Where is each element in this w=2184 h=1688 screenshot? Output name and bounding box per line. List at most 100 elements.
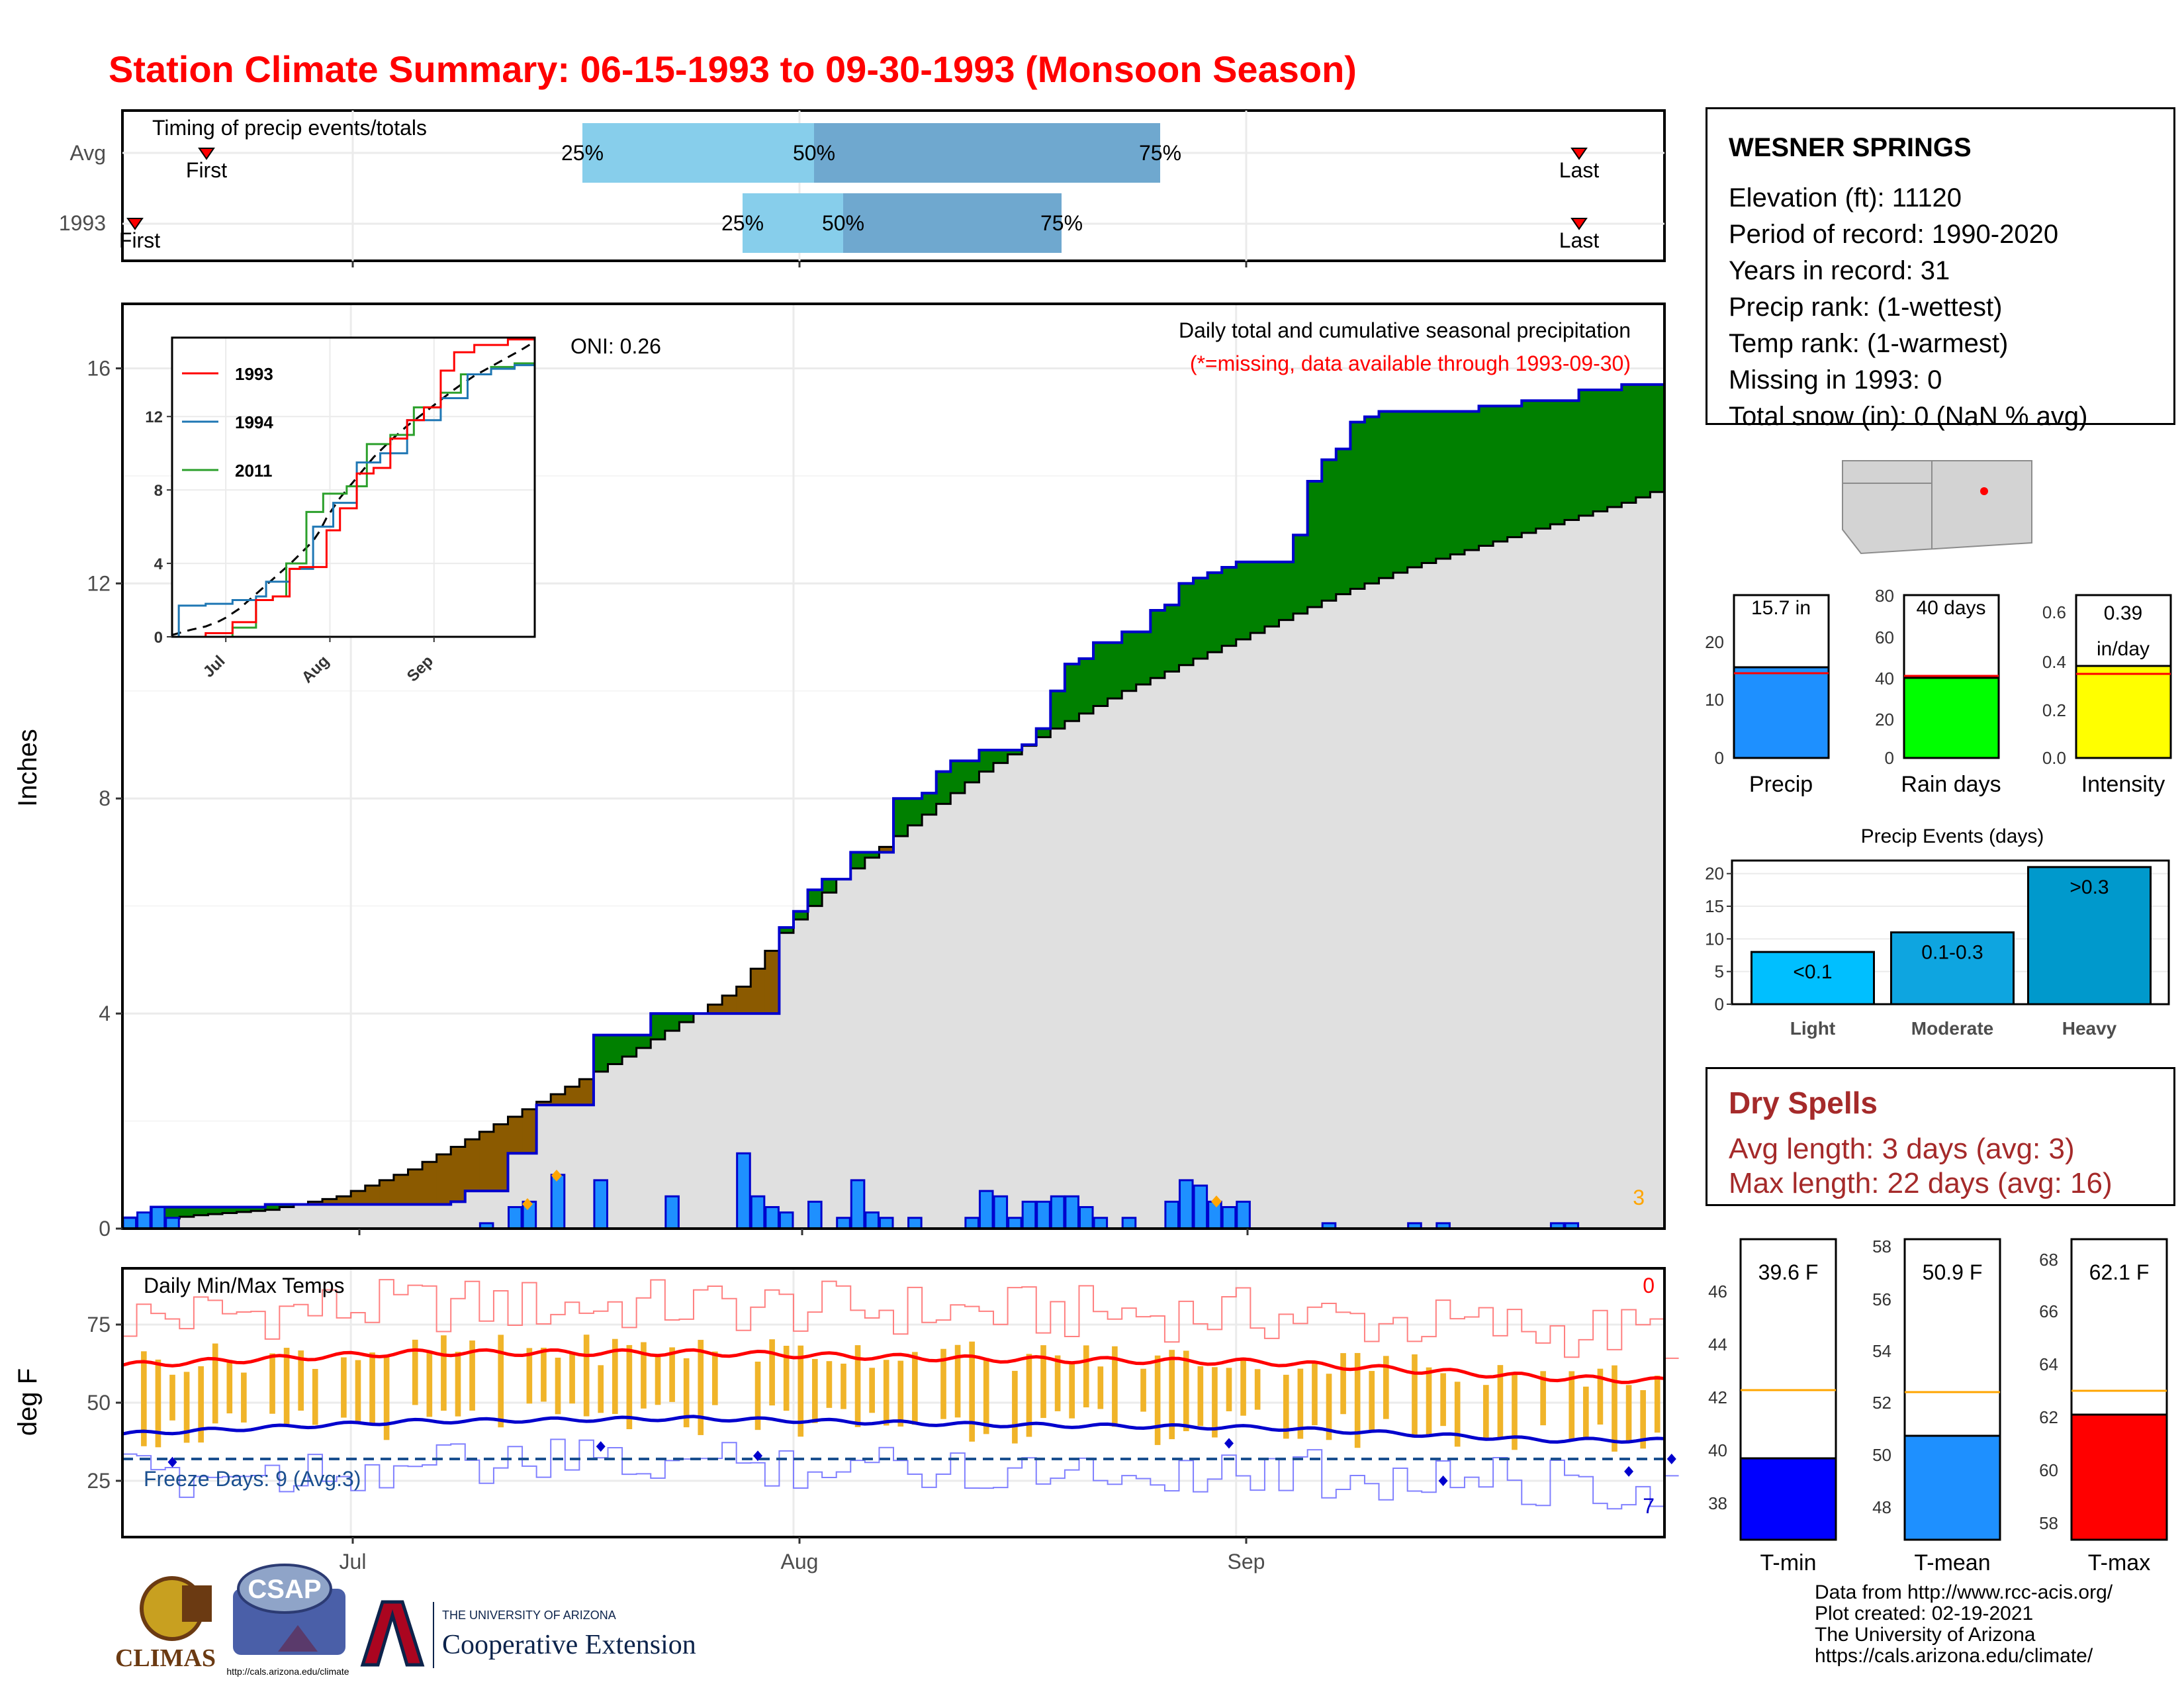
- avg-cumulative-fill: [122, 487, 1664, 1229]
- temp-xtick-label: Jul: [340, 1550, 367, 1573]
- summary-intensity: 0.39 in/day 0.6 0.4 0.2 0.0 Intensity: [2042, 594, 2172, 797]
- dry-spells-max: Max length: 22 days (avg: 16): [1729, 1167, 2113, 1199]
- precip-ylabel: Inches: [13, 729, 42, 807]
- station-snow: Total snow (in): 0 (NaN % avg): [1729, 402, 2088, 431]
- inset-ytick-label: 8: [154, 482, 163, 500]
- departure-segment: [779, 927, 794, 933]
- daily-precip-bar: [993, 1195, 1009, 1230]
- daily-temp-bar: [226, 1360, 233, 1414]
- station-precip-rank: Precip rank: (1-wettest): [1729, 293, 2003, 322]
- credit-line: Data from http://www.rcc-acis.org/: [1815, 1581, 2113, 1603]
- daily-temp-bar: [1169, 1350, 1175, 1440]
- svg-text:54: 54: [1872, 1341, 1891, 1361]
- missing-count: 3: [1633, 1186, 1645, 1209]
- departure-segment: [422, 1162, 437, 1205]
- events-category-label: Moderate: [1911, 1018, 1993, 1039]
- precip-y-axis: 0 4 8 12 16: [87, 356, 122, 1241]
- events-bar: [1751, 951, 1875, 1006]
- daily-temp-bar: [769, 1339, 775, 1406]
- departure-segment: [251, 1207, 266, 1211]
- departure-segment: [736, 986, 751, 1014]
- departure-segment: [1207, 573, 1222, 653]
- daily-temp-bar: [1112, 1346, 1118, 1427]
- svg-text:46: 46: [1708, 1282, 1727, 1301]
- svg-text:66: 66: [2039, 1301, 2058, 1321]
- daily-temp-bar: [969, 1341, 975, 1442]
- precip-value-label: 15.7 in: [1751, 597, 1811, 619]
- daily-temp-bar: [183, 1372, 190, 1443]
- departure-segment: [551, 1094, 566, 1105]
- daily-temp-bar: [1040, 1345, 1046, 1419]
- summary-rain-days: 40 days 80 60 40 20 0 Rain days: [1875, 586, 2001, 797]
- station-years: Years in record: 31: [1729, 256, 1950, 285]
- departure-segment: [1036, 728, 1051, 737]
- daily-temp-bar: [141, 1351, 147, 1446]
- svg-text:0: 0: [1885, 748, 1894, 768]
- svg-text:48: 48: [1872, 1497, 1891, 1517]
- events-ytick-label: 0: [1715, 994, 1724, 1014]
- svg-text:60: 60: [2039, 1460, 2058, 1480]
- station-name: WESNER SPRINGS: [1729, 133, 1972, 162]
- departure-segment: [1007, 750, 1023, 755]
- csap-logo: CSAP http://cals.arizona.edu/climate: [226, 1564, 349, 1677]
- departure-segment: [679, 1013, 694, 1023]
- events-ytick-label: 20: [1705, 864, 1724, 884]
- departure-segment: [236, 1207, 251, 1212]
- daily-temp-bar: [1354, 1352, 1361, 1448]
- y1993-first-label: First: [119, 228, 160, 252]
- daily-precip-bar: [1221, 1206, 1237, 1230]
- events-bar: [2027, 866, 2152, 1006]
- avg-last-label: Last: [1559, 158, 1600, 182]
- freeze-day-marker: [167, 1456, 177, 1468]
- daily-temp-bar: [683, 1358, 690, 1428]
- svg-text:0.0: 0.0: [2042, 748, 2066, 768]
- daily-temp-bar: [1226, 1368, 1232, 1411]
- dry-spells-avg: Avg length: 3 days (avg: 3): [1729, 1133, 2075, 1165]
- departure-segment: [1193, 578, 1208, 659]
- daily-precip-bar: [1093, 1217, 1109, 1230]
- daily-temp-bar: [1140, 1368, 1146, 1412]
- departure-segment: [222, 1207, 238, 1213]
- daily-temp-bar: [1240, 1357, 1246, 1416]
- daily-temp-bar: [1569, 1371, 1575, 1441]
- daily-temp-bar: [954, 1344, 961, 1418]
- departure-segment: [1250, 561, 1265, 633]
- daily-precip-bar: [864, 1211, 880, 1230]
- tmax-value-label: 62.1 F: [2089, 1260, 2150, 1284]
- departure-segment: [636, 1035, 651, 1049]
- departure-segment: [764, 951, 780, 1014]
- tmax-summary: 62.1 F 68 66 64 62 60 58 T-max: [2039, 1238, 2168, 1575]
- daily-temp-bar: [426, 1352, 433, 1417]
- daily-temp-bar: [812, 1358, 818, 1423]
- avg-last-marker: [1570, 148, 1588, 160]
- tmean-value-label: 50.9 F: [1923, 1260, 1983, 1284]
- freeze-day-markers: [167, 1438, 1676, 1487]
- svg-text:20: 20: [1705, 632, 1724, 652]
- daily-temp-bar: [1012, 1370, 1018, 1444]
- intensity-label: Intensity: [2081, 772, 2165, 797]
- daily-precip-bar: [1064, 1195, 1079, 1230]
- departure-segment: [1050, 690, 1066, 729]
- daily-temp-bar: [312, 1369, 318, 1425]
- svg-text:64: 64: [2039, 1354, 2058, 1374]
- departure-segment: [922, 793, 937, 815]
- y1993-q1-bar: [743, 193, 843, 253]
- daily-temp-bar: [1412, 1354, 1418, 1438]
- daily-temp-bar: [298, 1350, 304, 1411]
- departure-segment: [807, 890, 823, 906]
- daily-temp-bar: [1654, 1376, 1661, 1433]
- tmax-label: T-max: [2088, 1550, 2150, 1575]
- timing-label: Timing of precip events/totals: [152, 116, 427, 140]
- daily-temp-bar: [1054, 1355, 1061, 1411]
- departure-fill: [122, 384, 1665, 1223]
- departure-segment: [1507, 406, 1522, 538]
- avg-max-line: [122, 1348, 1665, 1384]
- daily-temp-bar: [441, 1335, 447, 1411]
- departure-segment: [1336, 449, 1351, 594]
- tmin-value-label: 39.6 F: [1758, 1260, 1819, 1284]
- daily-temp-bar: [883, 1360, 889, 1426]
- temp-y-axis: 25 50 75: [87, 1313, 122, 1493]
- precip-label: Precip: [1749, 772, 1813, 797]
- daily-precip-bar: [778, 1211, 794, 1230]
- daily-temp-bar: [1154, 1355, 1161, 1445]
